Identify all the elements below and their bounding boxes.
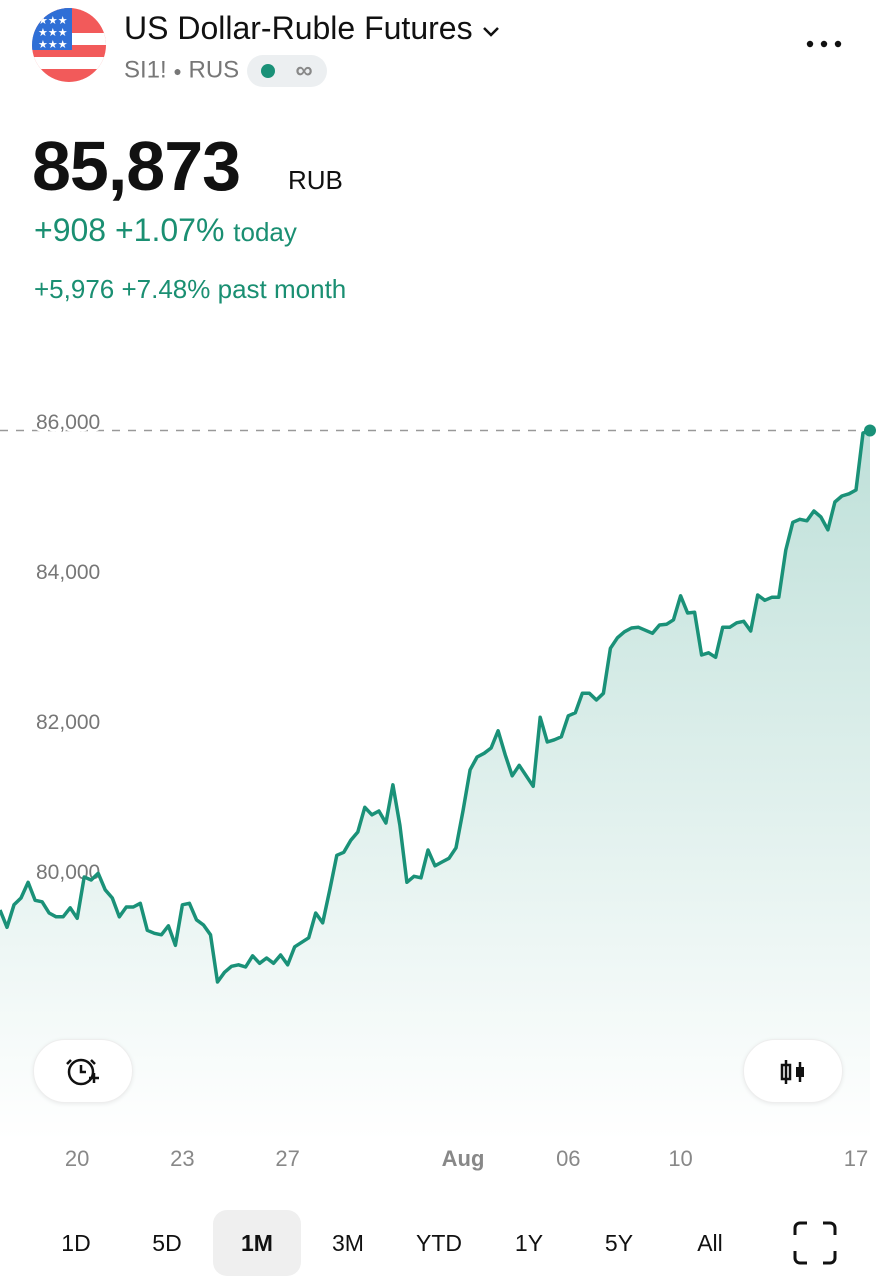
range-tab[interactable]: 1M bbox=[213, 1210, 301, 1276]
daily-change: +908 +1.07% today bbox=[34, 212, 297, 249]
month-period: past month bbox=[217, 274, 347, 304]
x-tick-label: 27 bbox=[275, 1146, 299, 1171]
month-change-value: +5,976 bbox=[34, 274, 115, 304]
chevron bbox=[483, 27, 500, 37]
range-tab[interactable]: YTD bbox=[416, 1230, 462, 1256]
range-tabs: 1D 5D 1M 3M YTD 1Y 5Y All bbox=[0, 1210, 877, 1276]
y-tick-label: 86,000 bbox=[36, 411, 100, 434]
currency: RUB bbox=[288, 165, 343, 195]
y-tick-label: 84,000 bbox=[36, 561, 100, 584]
svg-text:★★★: ★★★ bbox=[38, 27, 68, 39]
svg-text:∞: ∞ bbox=[295, 57, 312, 84]
status-badge: ∞ bbox=[246, 55, 327, 87]
range-tab[interactable]: All bbox=[697, 1230, 723, 1256]
x-tick-label: 23 bbox=[170, 1146, 194, 1171]
change-period: today bbox=[233, 217, 297, 247]
title-text: US Dollar-Ruble Futures bbox=[124, 10, 473, 46]
range-tab[interactable]: 5Y bbox=[604, 1230, 634, 1256]
title[interactable]: US Dollar-Ruble Futures bbox=[124, 10, 501, 47]
alert-icon bbox=[66, 1058, 99, 1086]
range-tab[interactable]: 3M bbox=[332, 1230, 364, 1256]
area bbox=[0, 430, 870, 1141]
range-tab[interactable]: 1D bbox=[61, 1230, 91, 1256]
alert-button[interactable] bbox=[33, 1039, 133, 1103]
y-tick-label: 82,000 bbox=[36, 711, 100, 734]
exchange: RUS bbox=[188, 56, 240, 84]
more-menu[interactable] bbox=[804, 36, 844, 52]
candle-icon bbox=[780, 1060, 804, 1084]
flag-icon: ★★★★★★★★★ bbox=[32, 8, 106, 82]
range-tab[interactable]: 1Y bbox=[514, 1230, 544, 1256]
subtitle: SI1! ● RUS ∞ bbox=[124, 54, 328, 88]
x-tick-label: 10 bbox=[668, 1146, 692, 1171]
svg-text:★★★: ★★★ bbox=[38, 15, 68, 27]
x-tick-label: 06 bbox=[556, 1146, 580, 1171]
change: +908 bbox=[34, 212, 107, 248]
last-point bbox=[864, 424, 876, 437]
chart-type-button[interactable] bbox=[743, 1039, 843, 1103]
svg-text:★★★: ★★★ bbox=[38, 39, 68, 51]
price-line bbox=[0, 428, 871, 984]
price: 85,873 bbox=[32, 127, 241, 205]
change-percent: +1.07% bbox=[114, 212, 225, 248]
x-tick-label: 17 bbox=[844, 1146, 868, 1171]
symbol: SI1! bbox=[124, 56, 167, 84]
fullscreen-button[interactable] bbox=[792, 1220, 838, 1266]
month-change-percent: +7.48% bbox=[121, 274, 211, 304]
x-tick-label: Aug bbox=[442, 1146, 485, 1171]
range-tab[interactable]: 5D bbox=[152, 1230, 182, 1256]
x-tick-label: 20 bbox=[65, 1146, 89, 1171]
month-change: +5,976 +7.48% past month bbox=[34, 274, 346, 305]
